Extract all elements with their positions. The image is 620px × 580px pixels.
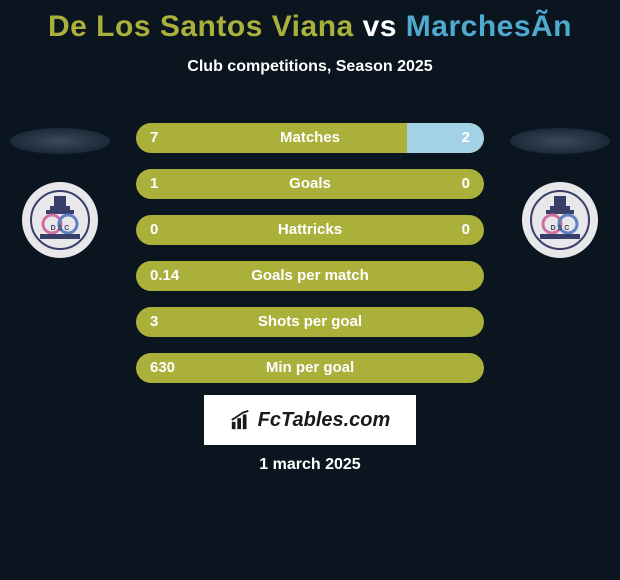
club-badge-right: D S C xyxy=(522,182,598,258)
subtitle: Club competitions, Season 2025 xyxy=(0,58,620,76)
stat-label: Min per goal xyxy=(136,353,484,383)
title-player2: MarchesÃ­n xyxy=(406,10,572,43)
stat-value-right: 0 xyxy=(462,169,470,199)
shadow-right xyxy=(510,128,610,154)
stats-panel: 7Matches21Goals00Hattricks00.14Goals per… xyxy=(136,123,484,399)
chart-icon xyxy=(230,409,252,431)
title-player1: De Los Santos Viana xyxy=(48,10,354,43)
club-logo-icon: D S C xyxy=(530,190,590,250)
date: 1 march 2025 xyxy=(0,456,620,474)
club-logo-icon: D S C xyxy=(30,190,90,250)
stat-row: 0.14Goals per match xyxy=(136,261,484,291)
stat-label: Matches xyxy=(136,123,484,153)
stat-value-right: 2 xyxy=(462,123,470,153)
stat-label: Goals per match xyxy=(136,261,484,291)
shadow-left xyxy=(10,128,110,154)
stat-row: 3Shots per goal xyxy=(136,307,484,337)
stat-label: Hattricks xyxy=(136,215,484,245)
stat-label: Shots per goal xyxy=(136,307,484,337)
stat-row: 0Hattricks0 xyxy=(136,215,484,245)
stat-row: 630Min per goal xyxy=(136,353,484,383)
site-badge[interactable]: FcTables.com xyxy=(204,395,416,445)
svg-text:D S C: D S C xyxy=(551,225,570,232)
stat-row: 7Matches2 xyxy=(136,123,484,153)
title-vs: vs xyxy=(363,10,397,43)
page-title: De Los Santos Viana vs MarchesÃ­n xyxy=(0,0,620,44)
comparison-card: De Los Santos Viana vs MarchesÃ­n Club c… xyxy=(0,0,620,580)
stat-row: 1Goals0 xyxy=(136,169,484,199)
svg-text:D S C: D S C xyxy=(51,225,70,232)
club-badge-left: D S C xyxy=(22,182,98,258)
stat-value-right: 0 xyxy=(462,215,470,245)
stat-label: Goals xyxy=(136,169,484,199)
site-name: FcTables.com xyxy=(258,409,391,432)
